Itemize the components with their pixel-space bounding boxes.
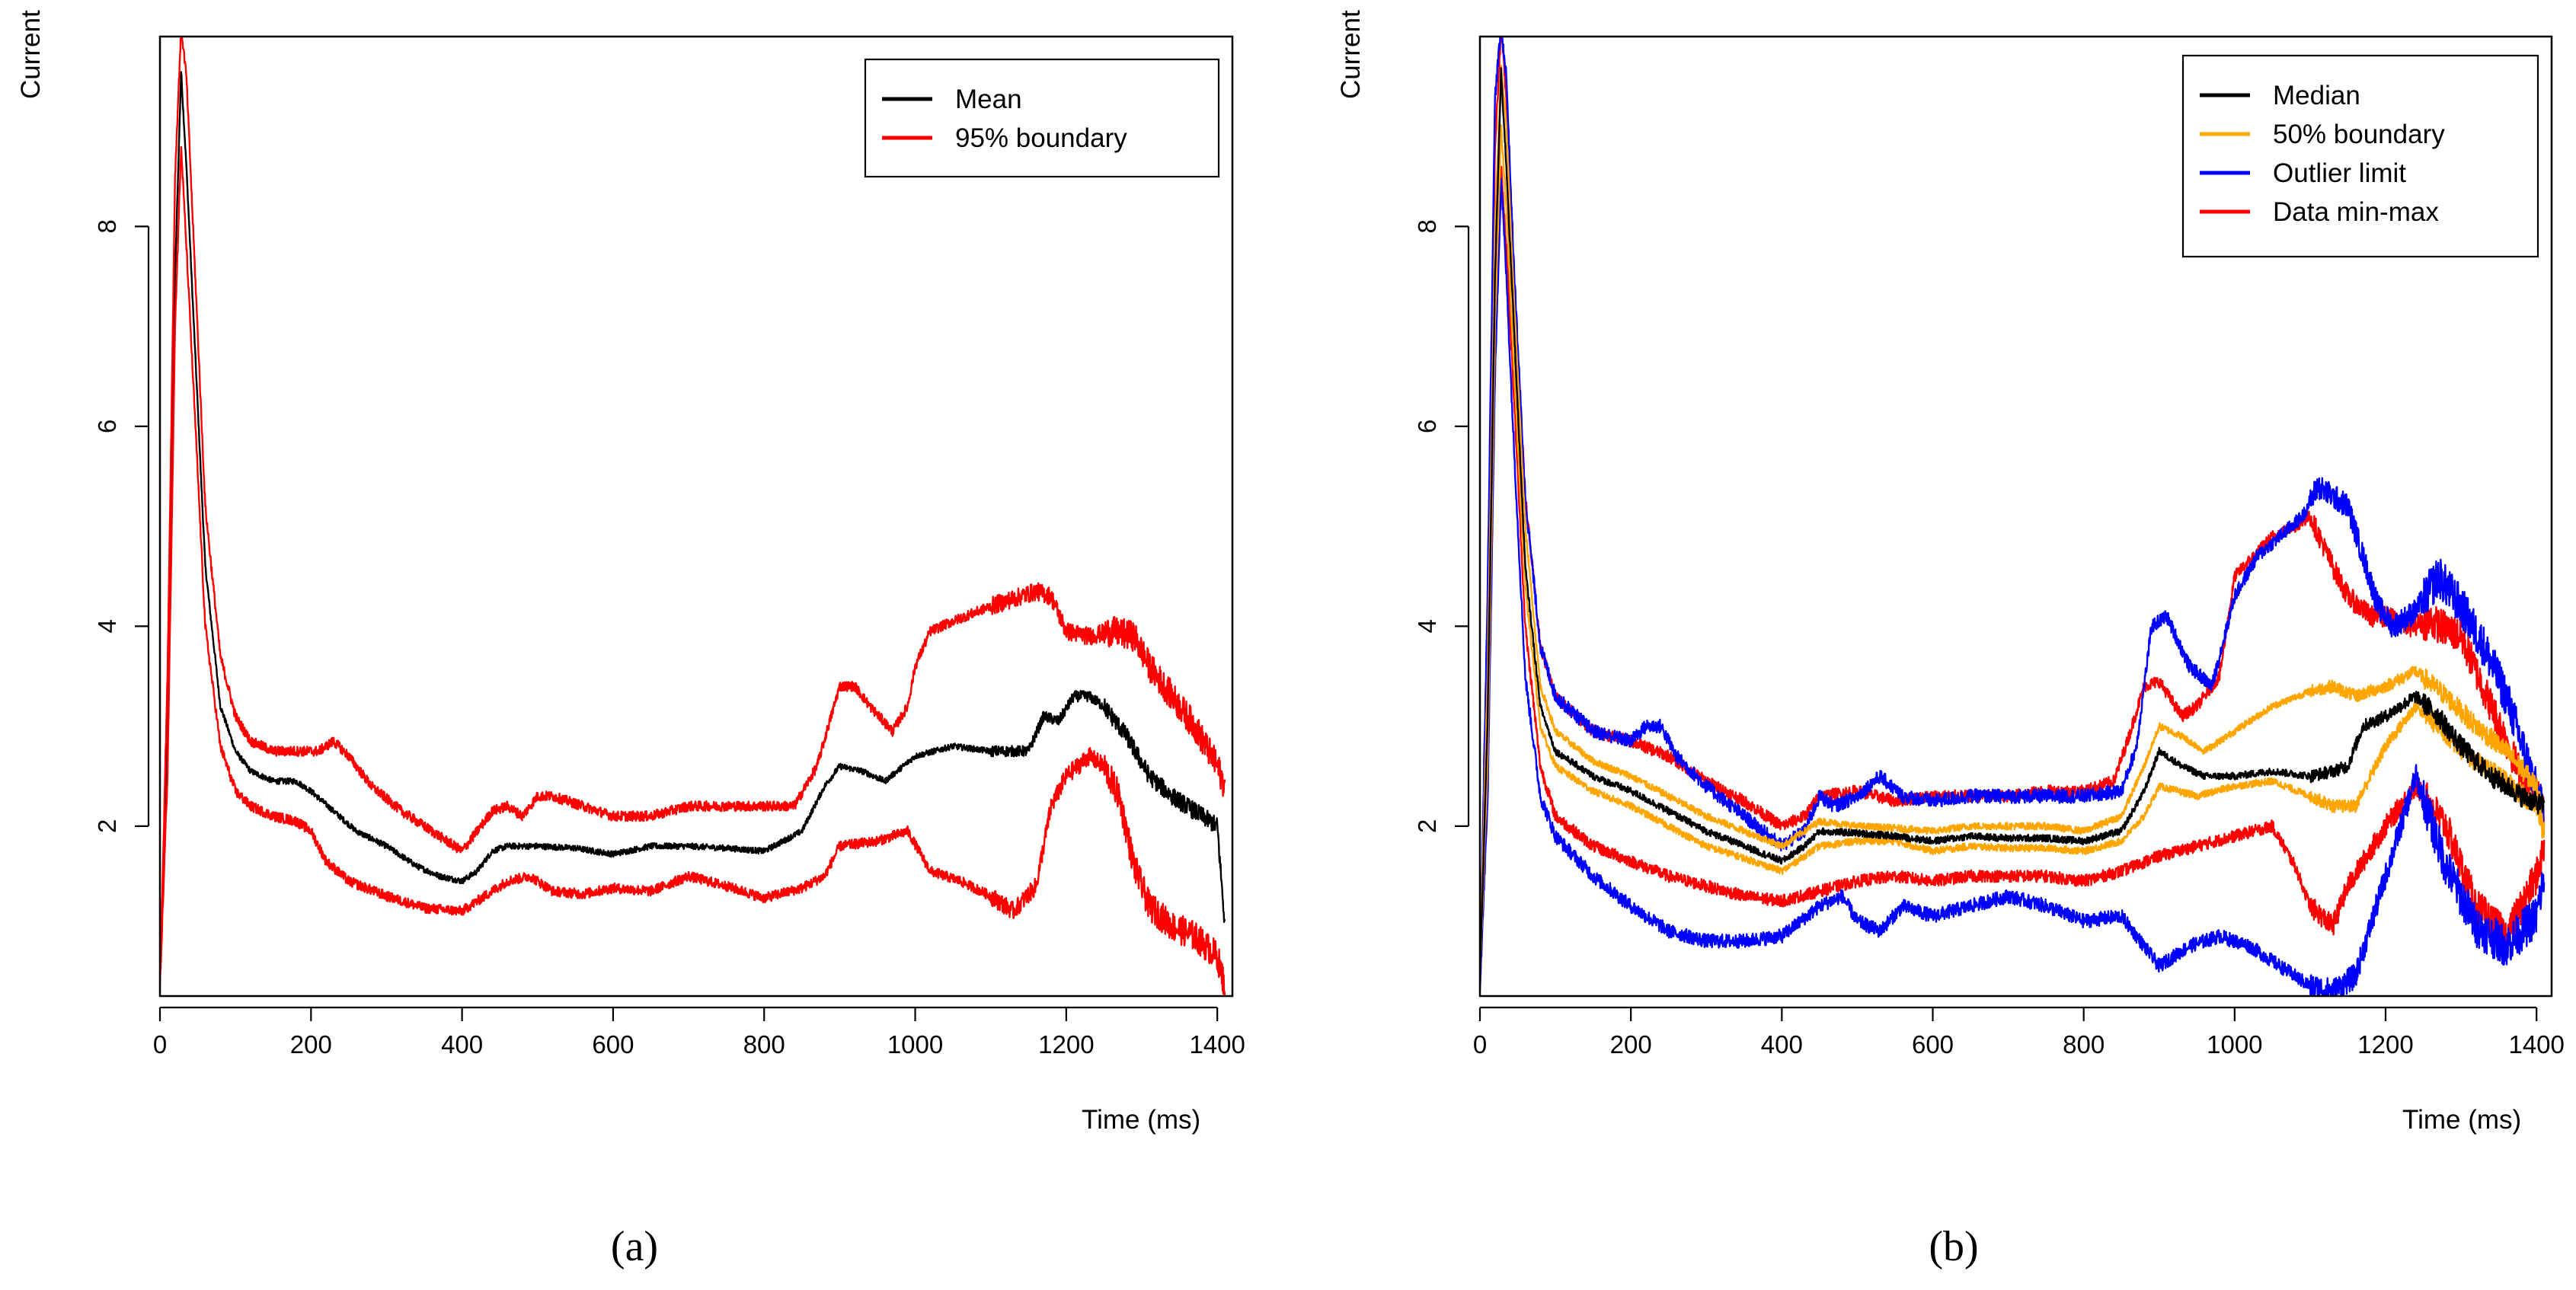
series-line-95-lower — [160, 145, 1226, 996]
x-tick-label: 1400 — [1189, 1030, 1245, 1059]
series-line-data-min — [1480, 165, 2546, 973]
x-axis-title: Time (ms) — [2402, 1105, 2521, 1135]
x-axis-title: Time (ms) — [1082, 1105, 1200, 1135]
x-tick-label: 200 — [1610, 1030, 1652, 1059]
series-group — [1480, 37, 2546, 996]
x-tick-label: 1200 — [1038, 1030, 1094, 1059]
panel-a: 0 200 400 600 800 1000 1200 1400 2 4 6 8 Mean 95% bou… — [16, 10, 1245, 1270]
series-line-outlier-upper — [1480, 37, 2546, 976]
x-tick-label: 600 — [1912, 1030, 1954, 1059]
x-tick-label: 400 — [1761, 1030, 1803, 1059]
legend-label: Outlier limit — [2273, 158, 2406, 188]
x-tick-label: 1400 — [2508, 1030, 2564, 1059]
y-axis-title: Current — [16, 10, 46, 99]
legend-label: Data min-max — [2273, 197, 2439, 227]
panel-b: 0 200 400 600 800 1000 1200 1400 2 4 6 8 Median 50% b… — [1336, 10, 2565, 1270]
y-axis-title: Current — [1336, 10, 1366, 99]
y-tick-label: 6 — [93, 420, 121, 433]
series-line-median — [1480, 67, 2546, 975]
x-tick-label: 1000 — [887, 1030, 943, 1059]
x-tick-label: 600 — [592, 1030, 634, 1059]
x-tick-label: 0 — [1473, 1030, 1487, 1059]
series-group — [160, 37, 1226, 996]
panel-caption: (b) — [1929, 1223, 1978, 1270]
y-tick-label: 8 — [93, 219, 121, 233]
plot-area-b: 0 200 400 600 800 1000 1200 1400 2 4 6 8 Median 50% b… — [1413, 35, 2565, 1059]
x-tick-label: 800 — [2063, 1030, 2105, 1059]
legend-label: 95% boundary — [955, 123, 1127, 153]
y-tick-label: 2 — [1413, 819, 1441, 833]
y-tick-label: 4 — [1413, 619, 1441, 633]
series-line-95-upper — [160, 37, 1226, 984]
x-tick-label: 1000 — [2207, 1030, 2262, 1059]
legend-label: 50% boundary — [2273, 120, 2445, 149]
x-tick-label: 400 — [441, 1030, 483, 1059]
x-tick-label: 0 — [153, 1030, 167, 1059]
x-tick-label: 1200 — [2357, 1030, 2413, 1059]
legend-label: Median — [2273, 81, 2360, 110]
legend-box — [864, 58, 1220, 178]
series-line-50-lower — [1480, 123, 2546, 979]
y-tick-label: 8 — [1413, 219, 1441, 233]
legend: Median 50% boundary Outlier limit Data min-… — [2181, 54, 2539, 258]
series-line-outlier-lower — [1480, 177, 2546, 996]
y-tick-label: 4 — [93, 619, 121, 633]
legend-box — [2181, 54, 2539, 258]
legend: Mean 95% boundary — [864, 58, 1220, 178]
plot-frame — [1478, 35, 2553, 998]
series-line-50-upper — [1480, 64, 2546, 977]
x-tick-label: 800 — [743, 1030, 785, 1059]
plot-area-a: 0 200 400 600 800 1000 1200 1400 2 4 6 8 Mean 95% bou… — [93, 35, 1245, 1059]
panel-caption: (a) — [611, 1223, 658, 1270]
y-tick-label: 6 — [1413, 420, 1441, 433]
x-tick-label: 200 — [290, 1030, 332, 1059]
series-line-mean — [160, 71, 1226, 975]
legend-label: Mean — [955, 85, 1022, 114]
y-tick-label: 2 — [93, 819, 121, 833]
plot-frame — [158, 35, 1234, 998]
